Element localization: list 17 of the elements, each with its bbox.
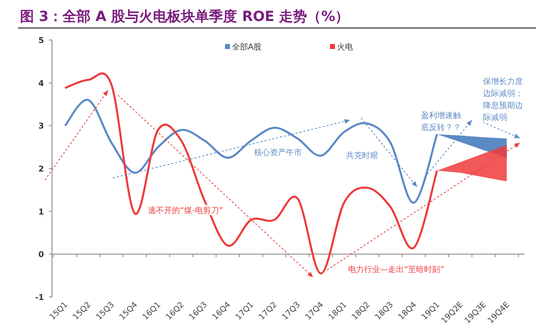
legend-item: 全部A股 (225, 42, 262, 52)
annotation: 盈利增速触底反转？？ (421, 111, 461, 132)
y-tick-label: -1 (35, 293, 44, 302)
y-tick-label: 0 (38, 250, 44, 260)
chart-title: 图 3：全部 A 股与火电板块单季度 ROE 走势（%） (20, 8, 350, 25)
y-tick-label: 1 (38, 207, 44, 216)
annotation: 电力行业—走出“至暗时刻” (348, 265, 444, 274)
y-tick-label: 3 (38, 122, 44, 131)
legend-label: 全部A股 (232, 42, 262, 52)
legend-item: 火电 (330, 42, 353, 52)
annotation: 共克时艰 (346, 151, 378, 160)
y-tick-label: 5 (38, 36, 44, 45)
annotation: 核心资产牛市 (253, 148, 302, 157)
y-tick-label: 2 (38, 164, 44, 174)
annotation: 保增长力度边际减弱；降息预期边际减弱 (483, 77, 523, 122)
y-tick-label: 4 (38, 78, 44, 88)
legend-label: 火电 (337, 42, 353, 52)
